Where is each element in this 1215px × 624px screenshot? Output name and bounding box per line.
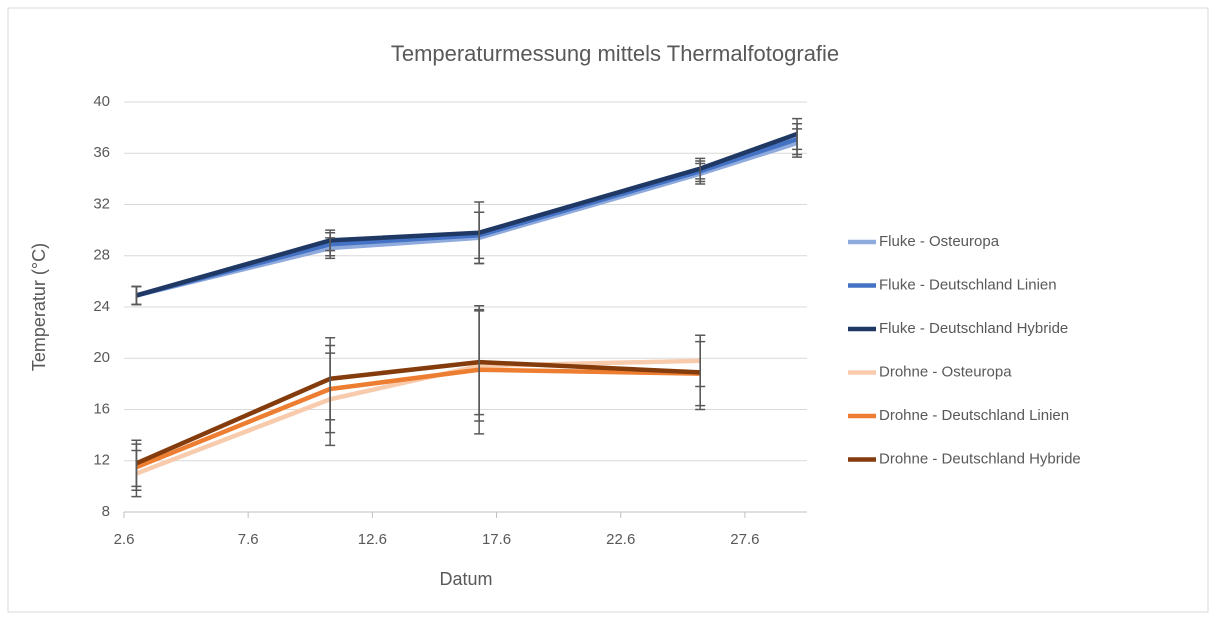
y-tick-label: 24	[93, 298, 110, 315]
y-tick-label: 32	[93, 195, 110, 212]
legend-label: Fluke - Osteuropa	[879, 233, 1000, 250]
y-tick-label: 36	[93, 144, 110, 161]
y-tick-label: 12	[93, 452, 110, 469]
series-line	[135, 359, 701, 466]
x-tick-label: 27.6	[730, 531, 759, 548]
series-line	[135, 358, 701, 476]
legend-label: Drohne - Osteuropa	[879, 363, 1012, 380]
error-bar	[695, 334, 706, 411]
legend-label: Drohne - Deutschland Hybride	[879, 450, 1081, 467]
error-bar	[325, 229, 336, 252]
error-bar	[474, 308, 485, 416]
error-bar	[695, 157, 706, 180]
x-tick-label: 22.6	[606, 531, 635, 548]
y-tick-label: 20	[93, 349, 110, 366]
error-bar	[325, 337, 336, 421]
y-tick-label: 8	[102, 503, 110, 520]
y-axis-label: Temperatur (°C)	[29, 243, 49, 371]
x-tick-label: 2.6	[114, 531, 135, 548]
x-axis-label: Datum	[439, 569, 492, 589]
x-tick-label: 7.6	[238, 531, 259, 548]
x-tick-label: 17.6	[482, 531, 511, 548]
error-bar	[131, 285, 142, 306]
y-tick-label: 28	[93, 247, 110, 264]
chart-title: Temperaturmessung mittels Thermalfotogra…	[391, 41, 839, 66]
series-line	[135, 367, 701, 470]
y-tick-label: 40	[93, 93, 110, 110]
x-tick-label: 12.6	[358, 531, 387, 548]
legend-label: Fluke - Deutschland Hybride	[879, 320, 1068, 337]
legend-label: Fluke - Deutschland Linien	[879, 276, 1057, 293]
error-bar	[474, 201, 485, 265]
legend-label: Drohne - Deutschland Linien	[879, 407, 1069, 424]
error-bar	[792, 117, 803, 151]
error-bar	[131, 439, 142, 488]
y-tick-label: 16	[93, 400, 110, 417]
chart-border	[7, 7, 1209, 613]
